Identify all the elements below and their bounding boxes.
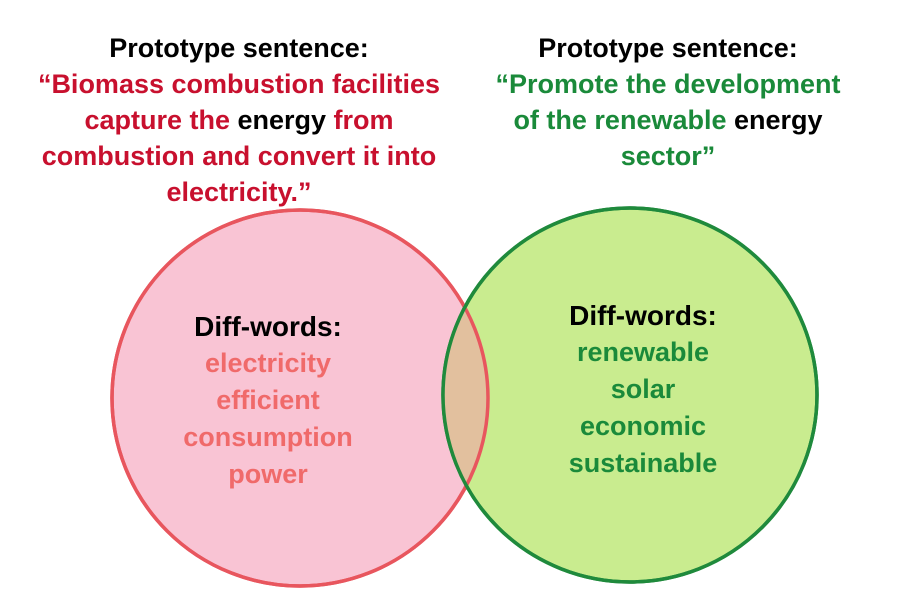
left-sentence-keyword: energy — [237, 105, 327, 135]
left-prototype-line-1: “Biomass combustion facilities — [4, 66, 474, 102]
right-diff-word: economic — [579, 411, 707, 441]
right-prototype-block: Prototype sentence: “Promote the develop… — [458, 30, 878, 174]
left-diff-word: electricity — [204, 348, 332, 378]
left-sentence-part: electricity.” — [166, 177, 312, 207]
left-prototype-line-4: electricity.” — [4, 174, 474, 210]
left-sentence-part: capture the — [84, 105, 238, 135]
left-prototype-line-2: capture the energy from — [4, 102, 474, 138]
left-diff-word: power — [228, 459, 308, 489]
right-sentence-part: sector” — [620, 141, 716, 171]
right-prototype-line-3: sector” — [458, 138, 878, 174]
left-prototype-line-3: combustion and convert it into — [4, 138, 474, 174]
left-diff-heading: Diff-words: — [194, 311, 342, 342]
right-sentence-keyword: energy — [734, 105, 823, 135]
right-diff-words: Diff-words: renewable solar economic sus… — [523, 297, 763, 482]
right-prototype-line-1: “Promote the development — [458, 66, 878, 102]
right-prototype-heading: Prototype sentence: — [538, 33, 798, 63]
right-sentence-part: “Promote the development — [495, 69, 841, 99]
right-prototype-line-2: of the renewable energy — [458, 102, 878, 138]
left-sentence-part: from — [326, 105, 394, 135]
right-diff-heading: Diff-words: — [569, 300, 717, 331]
left-sentence-part: combustion and convert it into — [41, 141, 437, 171]
right-diff-word: solar — [610, 374, 676, 404]
left-prototype-block: Prototype sentence: “Biomass combustion … — [4, 30, 474, 210]
left-diff-words: Diff-words: electricity efficient consum… — [138, 308, 398, 493]
right-circle-outline — [441, 206, 819, 584]
left-circle-outline — [110, 208, 490, 588]
left-diff-word: consumption — [183, 422, 353, 452]
left-diff-word: efficient — [216, 385, 320, 415]
left-sentence-part: “Biomass combustion facilities — [37, 69, 441, 99]
right-sentence-part: of the renewable — [513, 105, 734, 135]
right-diff-word: renewable — [576, 337, 710, 367]
right-diff-word: sustainable — [568, 448, 718, 478]
left-prototype-heading: Prototype sentence: — [109, 33, 369, 63]
